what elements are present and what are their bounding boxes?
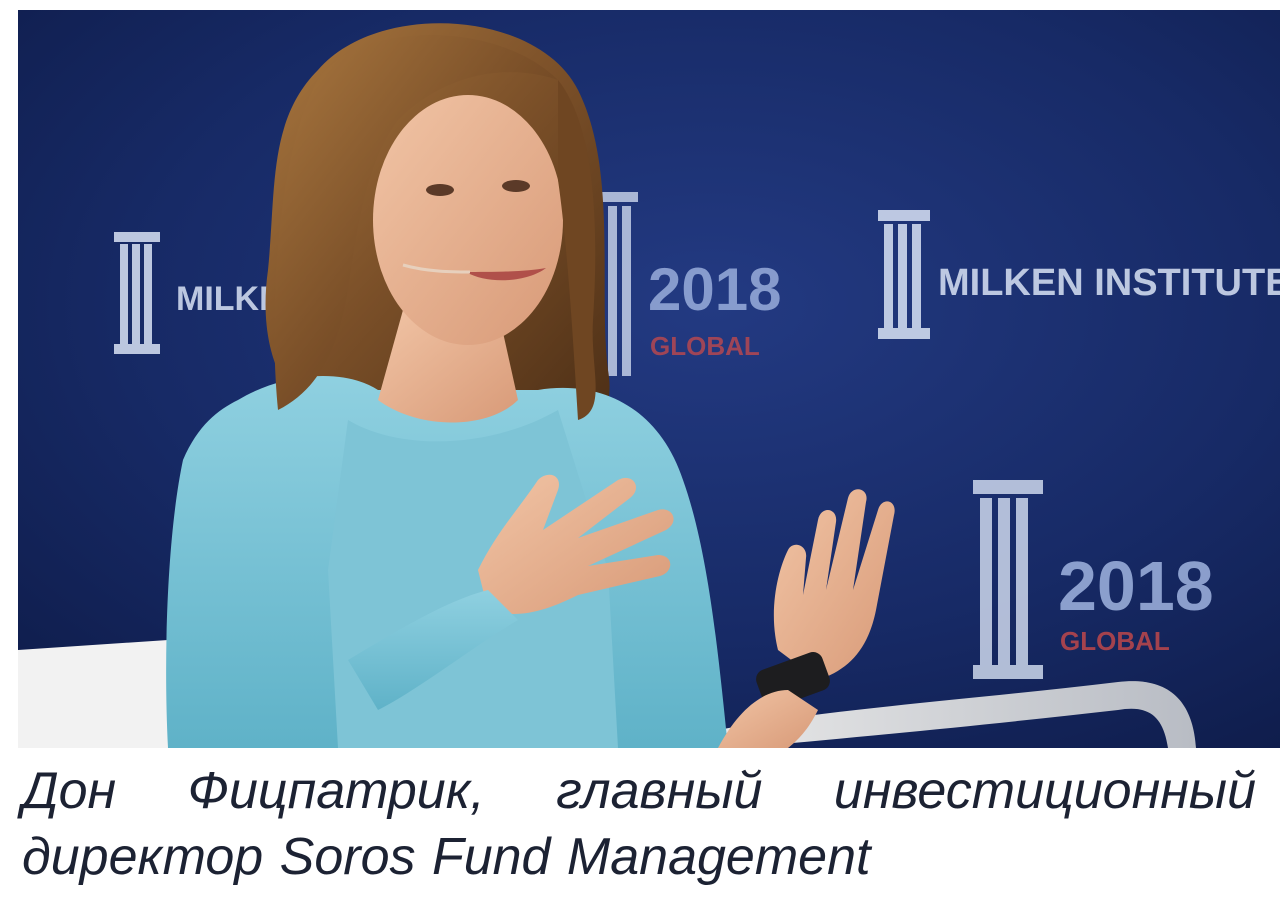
speaker-photo: MILKEN INSTITUTE 2018 GLOBAL MILKEN INST… xyxy=(18,10,1280,748)
backdrop-logo-right-text: MILKEN INSTITUTE xyxy=(938,262,1280,304)
right-forearm xyxy=(718,690,818,748)
backdrop-subtitle-right: GLOBAL xyxy=(1060,626,1170,656)
photo-caption: Дон Фицпатрик, главный инвестиционный ди… xyxy=(22,762,1256,886)
right-eye xyxy=(502,180,530,192)
backdrop-logo-bottom-right: 2018 GLOBAL xyxy=(973,480,1214,679)
face xyxy=(373,95,563,345)
right-hand xyxy=(773,489,895,680)
hair-front xyxy=(274,35,558,410)
chair-arm-right xyxy=(718,681,1196,748)
backdrop-year-center: 2018 xyxy=(648,256,781,323)
backdrop-subtitle-center: GLOBAL xyxy=(650,331,760,361)
chair-left xyxy=(18,640,178,748)
left-forearm xyxy=(348,590,518,710)
headset-mic xyxy=(402,263,471,274)
hair-right-side xyxy=(558,80,596,420)
left-eye xyxy=(426,184,454,196)
mouth xyxy=(466,268,546,281)
backdrop-year-right: 2018 xyxy=(1058,547,1214,625)
left-hand xyxy=(478,474,674,615)
backdrop-logo-right: MILKEN INSTITUTE xyxy=(878,210,1280,339)
backdrop-logo-center: 2018 GLOBAL xyxy=(588,192,781,376)
